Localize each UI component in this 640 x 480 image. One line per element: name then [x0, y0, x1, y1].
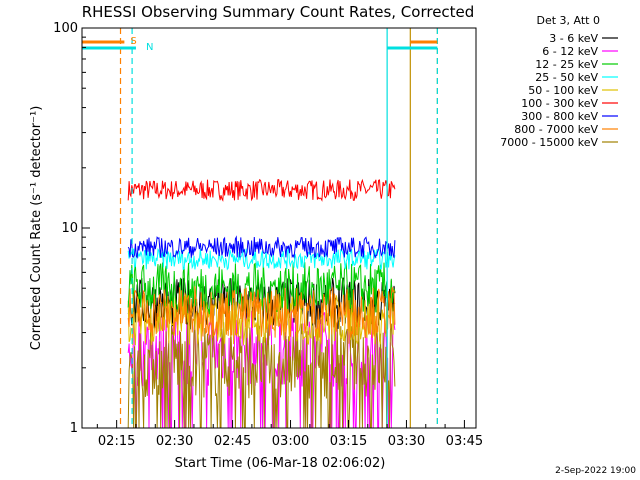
series-line: [127, 235, 396, 259]
series-line: [127, 320, 396, 429]
legend-entry-label: 3 - 6 keV: [549, 32, 598, 45]
flag-label: S: [130, 36, 136, 47]
x-tick-label: 03:00: [272, 434, 309, 449]
legend-entry-label: 800 - 7000 keV: [514, 123, 598, 136]
x-tick-label: 02:30: [156, 434, 193, 449]
legend-entry-label: 6 - 12 keV: [542, 45, 598, 58]
series-line: [127, 178, 396, 202]
x-tick-label: 03:30: [388, 434, 425, 449]
series-line: [127, 293, 396, 346]
legend-entry-label: 7000 - 15000 keV: [500, 136, 598, 149]
y-axis-label: Corrected Count Rate (s⁻¹ detector⁻¹): [29, 106, 44, 351]
series-layer: [127, 178, 396, 429]
legend-entry-label: 12 - 25 keV: [535, 58, 598, 71]
flag-layer: SN: [81, 36, 438, 53]
y-tick-label: 100: [53, 21, 78, 36]
legend-entry-label: 300 - 800 keV: [521, 110, 598, 123]
legend-title: Det 3, Att 0: [537, 14, 601, 27]
legend-entry-label: 100 - 300 keV: [521, 97, 598, 110]
flag-label: N: [146, 42, 153, 53]
x-tick-label: 02:15: [98, 434, 135, 449]
marker-layer: [119, 28, 438, 428]
x-axis-label: Start Time (06-Mar-18 02:06:02): [175, 456, 386, 471]
x-tick-label: 03:45: [446, 434, 483, 449]
series-line: [127, 286, 396, 339]
y-tick-label: 1: [70, 421, 78, 436]
legend-entry-label: 25 - 50 keV: [535, 71, 598, 84]
y-tick-label: 10: [61, 221, 78, 236]
legend-entry-label: 50 - 100 keV: [528, 84, 598, 97]
x-tick-label: 02:45: [214, 434, 251, 449]
series-line: [127, 247, 396, 271]
x-axis: 02:15 02:30 02:45 03:00 03:15 03:30 03:45: [96, 420, 483, 449]
chart-title: RHESSI Observing Summary Count Rates, Co…: [82, 3, 475, 21]
footer-timestamp: 2-Sep-2022 19:00: [555, 466, 636, 476]
y-axis: 1 10 100: [53, 21, 90, 436]
series-line: [127, 262, 396, 315]
x-tick-label: 03:15: [330, 434, 367, 449]
